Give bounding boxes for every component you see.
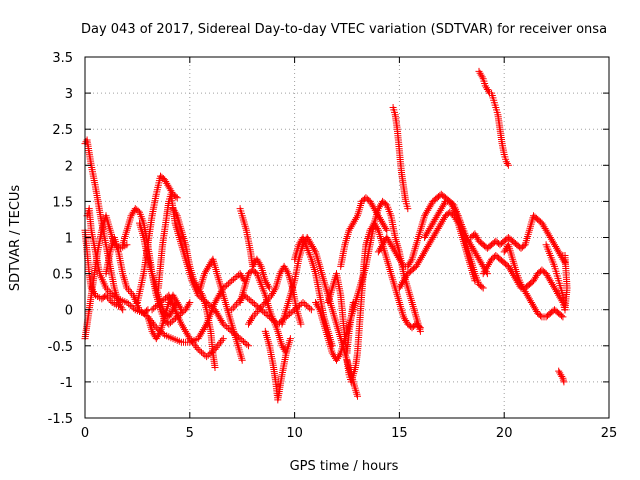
series-arc27 [421,197,491,278]
x-axis-label: GPS time / hours [290,459,399,474]
series-arc04 [83,205,152,317]
series-arc34 [236,266,290,357]
series-arc12 [169,205,219,371]
series-arc05 [102,234,248,346]
marker-path [500,241,567,321]
marker-path [102,234,248,346]
y-tick-label: 2.5 [52,123,73,138]
y-tick-label: 3 [65,87,73,102]
y-tick-label: 2 [65,159,73,174]
marker-path [337,194,391,270]
series-arc07 [133,172,181,306]
x-tick-label: 0 [81,426,89,441]
y-tick-label: 1 [65,232,73,247]
y-tick-label: -0.5 [48,340,73,355]
series-arc24 [389,104,412,213]
marker-path [475,67,512,169]
gridlines [85,57,609,418]
marker-path [236,266,290,357]
x-tick-label: 25 [601,426,618,441]
marker-path [133,172,181,306]
y-tick-label: -1 [60,376,73,391]
axis-ticks: 0 5 10 15 20 25 -1.5 -1 -0.5 0 0.5 1 1.5 2 2.5 3 3.5 [48,51,618,441]
marker-path [542,241,571,314]
series-arc11 [148,291,227,361]
x-tick-label: 20 [496,426,513,441]
series-arc21 [337,194,391,270]
y-axis-label: SDTVAR / TECUs [8,185,23,292]
marker-path [83,205,152,317]
series-arc19 [291,234,336,350]
series-arc28 [475,67,512,169]
marker-path [148,291,227,361]
marker-path [169,205,219,371]
x-tick-label: 10 [286,426,303,441]
x-tick-label: 15 [391,426,408,441]
data-markers [81,67,571,404]
series-arc31 [500,241,567,321]
series-arc29 [467,212,569,267]
y-tick-label: -1.5 [48,412,73,427]
marker-path [196,255,246,364]
x-tick-label: 5 [186,426,194,441]
marker-path [555,367,568,386]
y-tick-label: 0.5 [52,268,73,283]
series-arc14 [236,205,273,292]
marker-path [236,205,273,292]
marker-path [421,197,491,278]
series-arc32 [542,241,571,314]
y-tick-label: 3.5 [52,51,73,66]
y-tick-label: 0 [65,304,73,319]
marker-path [291,234,336,350]
series-arc33 [555,367,568,386]
series-arc13 [196,255,246,364]
chart-title: Day 043 of 2017, Sidereal Day-to-day VTE… [81,22,607,37]
marker-path [389,104,412,213]
y-tick-label: 1.5 [52,195,73,210]
marker-path [467,212,569,267]
marker-path [324,270,357,357]
series-arc35 [324,270,357,357]
